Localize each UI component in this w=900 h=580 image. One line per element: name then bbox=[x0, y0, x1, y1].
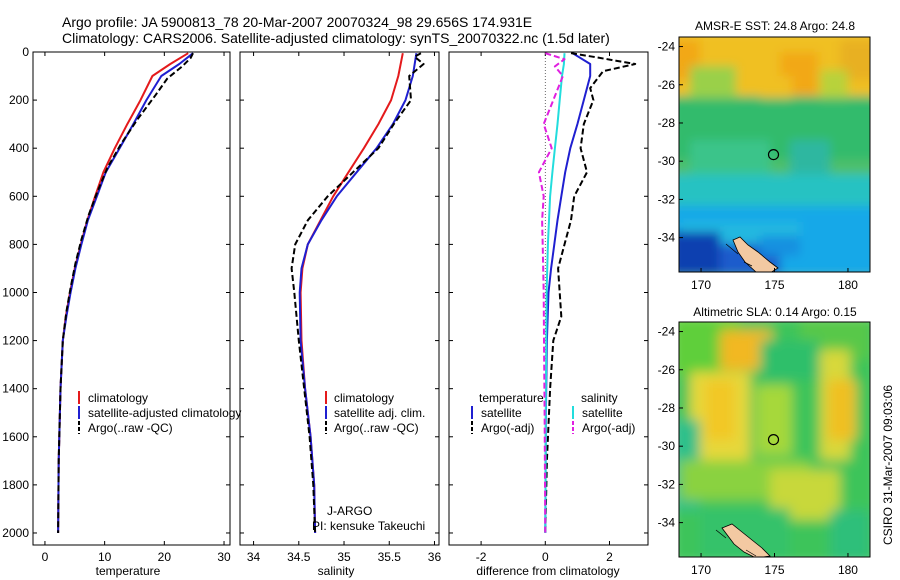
legend-label-climatology: climatology bbox=[334, 391, 394, 405]
x-tick-label: 0 bbox=[42, 550, 49, 564]
y-tick-label: 1800 bbox=[2, 478, 29, 492]
legend-label-sal-satellite: satellite bbox=[582, 406, 623, 420]
temperature-series bbox=[57, 52, 194, 534]
coastline-north-island bbox=[732, 236, 779, 272]
sla-heatmap bbox=[679, 322, 870, 557]
sla-map-ticks: 170 175 180 -24 -26 -28 -30 -32 -34 bbox=[658, 325, 859, 577]
difference-xlabel: difference from climatology bbox=[476, 564, 619, 578]
series-line-salinity-argo-adj bbox=[537, 52, 566, 534]
legend-group-salinity: salinity bbox=[581, 391, 618, 405]
legend-label-argo: Argo(..raw -QC) bbox=[88, 421, 173, 435]
series-line-salinity-satellite bbox=[544, 53, 566, 534]
sla-map-title: Altimetric SLA: 0.14 Argo: 0.15 bbox=[693, 305, 857, 319]
x-tick-label: 0 bbox=[542, 550, 549, 564]
series-line-temperature-satellite bbox=[544, 52, 592, 534]
salinity-xlabel: salinity bbox=[318, 564, 355, 578]
legend-label-sal-argo: Argo(-adj) bbox=[582, 421, 635, 435]
x-tick-label: 36 bbox=[428, 550, 442, 564]
series-line-temperature-argo-adj bbox=[544, 52, 637, 534]
x-tick-label: -2 bbox=[476, 550, 487, 564]
x-tick-label: 30 bbox=[217, 550, 231, 564]
temperature-axes-frame bbox=[32, 51, 231, 546]
y-tick-label: 200 bbox=[9, 93, 29, 107]
legend-label-climatology: climatology bbox=[88, 391, 148, 405]
map-x-tick-label: 180 bbox=[838, 278, 858, 292]
y-tick-label: 0 bbox=[22, 45, 29, 59]
y-tick-label: 400 bbox=[9, 141, 29, 155]
y-tick-label: 1600 bbox=[2, 430, 29, 444]
difference-legend: temperature satellite Argo(-adj) salinit… bbox=[471, 391, 635, 435]
map-y-tick-label: -34 bbox=[658, 231, 676, 245]
figure-title-line1: Argo profile: JA 5900813_78 20-Mar-2007 … bbox=[62, 14, 532, 30]
map-y-tick-label: -24 bbox=[658, 40, 676, 54]
difference-series bbox=[537, 52, 637, 534]
y-tick-label: 1000 bbox=[2, 285, 29, 299]
map-y-tick-label: -26 bbox=[658, 363, 676, 377]
series-line-climatology bbox=[299, 53, 404, 534]
temperature-panel: 0 10 20 30 0 200 400 600 800 1000 1200 1400 1600 1800… bbox=[2, 45, 241, 578]
sst-heatmap bbox=[679, 37, 870, 272]
series-line-satellite-adj-clim bbox=[298, 53, 418, 534]
legend-label-temp-satellite: satellite bbox=[481, 406, 522, 420]
map-x-tick-label: 175 bbox=[764, 278, 784, 292]
difference-panel: -2 0 2 difference from climatology tempera… bbox=[448, 51, 649, 578]
map-y-tick-label: -26 bbox=[658, 78, 676, 92]
difference-ticks: -2 0 2 bbox=[449, 51, 648, 564]
map-y-tick-label: -32 bbox=[658, 477, 676, 491]
map-y-tick-label: -24 bbox=[658, 325, 676, 339]
x-tick-label: 34 bbox=[247, 550, 261, 564]
y-tick-label: 600 bbox=[9, 189, 29, 203]
legend-group-temperature: temperature bbox=[479, 391, 544, 405]
y-tick-label: 2000 bbox=[2, 526, 29, 540]
float-position-marker bbox=[767, 434, 780, 446]
side-credit: CSIRO 31-Mar-2007 09:03:06 bbox=[881, 385, 895, 545]
x-tick-label: 34.5 bbox=[287, 550, 311, 564]
x-tick-label: 2 bbox=[606, 550, 613, 564]
series-line-climatology bbox=[57, 52, 189, 534]
x-tick-label: 10 bbox=[98, 550, 112, 564]
legend-label-satellite-adjusted: satellite-adjusted climatology bbox=[88, 406, 241, 420]
series-line-satellite-adjusted-climatology bbox=[57, 52, 194, 534]
x-tick-label: 35 bbox=[337, 550, 351, 564]
y-tick-label: 1400 bbox=[2, 382, 29, 396]
sst-map-ticks: 170 175 180 -24 -26 -28 -30 -32 -34 bbox=[658, 40, 859, 292]
salinity-axes-frame bbox=[239, 51, 440, 546]
temperature-legend: climatology satellite-adjusted climatolo… bbox=[78, 391, 241, 435]
x-tick-label: 35.5 bbox=[378, 550, 402, 564]
annotation-program: J-ARGO bbox=[327, 504, 372, 518]
map-x-tick-label: 170 bbox=[691, 563, 711, 577]
sla-map-panel: Altimetric SLA: 0.14 Argo: 0.15 bbox=[658, 305, 871, 577]
salinity-panel: 34 34.5 35 35.5 36 salinity climatology sate… bbox=[239, 51, 442, 578]
temperature-xlabel: temperature bbox=[96, 564, 161, 578]
map-y-tick-label: -30 bbox=[658, 439, 676, 453]
annotation-pi: PI: kensuke Takeuchi bbox=[312, 519, 425, 533]
map-x-tick-label: 180 bbox=[838, 563, 858, 577]
map-y-tick-label: -34 bbox=[658, 516, 676, 530]
map-y-tick-label: -30 bbox=[658, 154, 676, 168]
map-x-tick-label: 170 bbox=[691, 278, 711, 292]
series-line-argo-raw-qc bbox=[290, 52, 425, 534]
figure-title-line2: Climatology: CARS2006. Satellite-adjuste… bbox=[62, 30, 610, 46]
difference-axes-frame bbox=[448, 51, 649, 546]
legend-label-temp-argo: Argo(-adj) bbox=[481, 421, 534, 435]
y-tick-label: 1200 bbox=[2, 334, 29, 348]
salinity-series bbox=[290, 52, 425, 534]
float-position-marker bbox=[767, 149, 780, 161]
map-x-tick-label: 175 bbox=[764, 563, 784, 577]
coastline-north-island bbox=[721, 523, 771, 557]
map-y-tick-label: -32 bbox=[658, 192, 676, 206]
temperature-ticks: 0 10 20 30 0 200 400 600 800 1000 1200 1400 1600 1800… bbox=[2, 45, 231, 564]
salinity-legend: climatology satellite adj. clim. Argo(..… bbox=[325, 391, 425, 435]
y-tick-label: 800 bbox=[9, 237, 29, 251]
map-y-tick-label: -28 bbox=[658, 401, 676, 415]
legend-label-argo: Argo(..raw -QC) bbox=[334, 421, 419, 435]
map-y-tick-label: -28 bbox=[658, 116, 676, 130]
sst-map-title: AMSR-E SST: 24.8 Argo: 24.8 bbox=[695, 19, 855, 33]
salinity-ticks: 34 34.5 35 35.5 36 bbox=[240, 51, 442, 564]
legend-label-satellite-adj: satellite adj. clim. bbox=[334, 406, 425, 420]
sst-map-panel: AMSR-E SST: 24.8 Argo: 24.8 bbox=[658, 19, 871, 292]
series-line-argo-raw-qc bbox=[57, 52, 194, 534]
x-tick-label: 20 bbox=[158, 550, 172, 564]
